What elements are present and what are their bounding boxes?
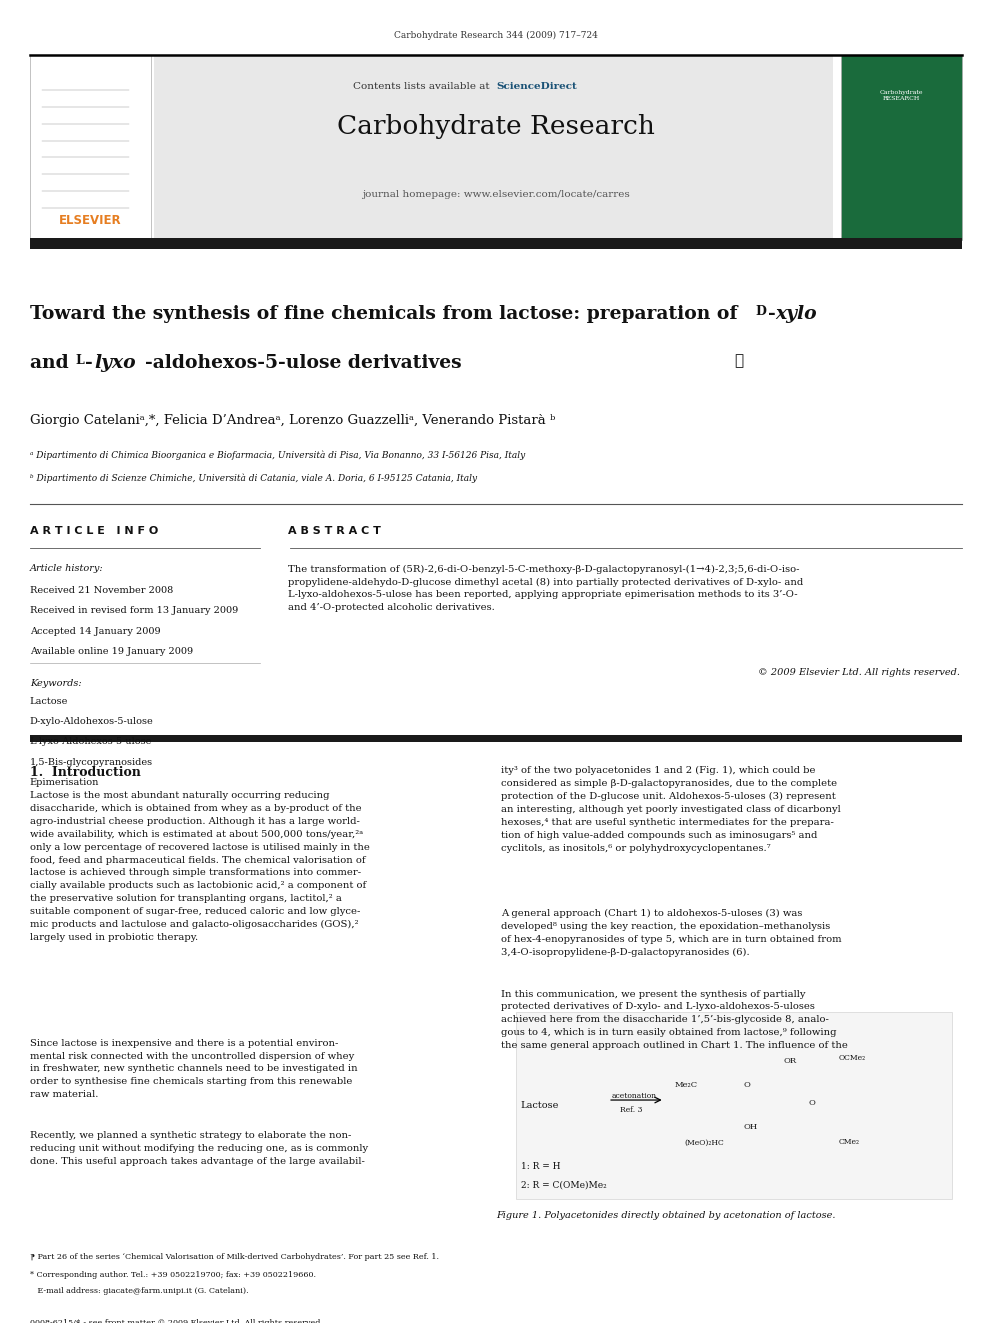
Text: Available online 19 January 2009: Available online 19 January 2009 xyxy=(30,647,192,656)
Bar xyxy=(841,56,962,241)
Text: O: O xyxy=(808,1099,815,1107)
Text: 0008-6215/$ - see front matter © 2009 Elsevier Ltd. All rights reserved.: 0008-6215/$ - see front matter © 2009 El… xyxy=(30,1319,322,1323)
Text: ᵃ Dipartimento di Chimica Bioorganica e Biofarmacia, Università di Pisa, Via Bon: ᵃ Dipartimento di Chimica Bioorganica e … xyxy=(30,450,525,460)
Text: Lactose: Lactose xyxy=(521,1101,559,1110)
Text: © 2009 Elsevier Ltd. All rights reserved.: © 2009 Elsevier Ltd. All rights reserved… xyxy=(758,668,960,676)
Text: Recently, we planned a synthetic strategy to elaborate the non-
reducing unit wi: Recently, we planned a synthetic strateg… xyxy=(30,1131,368,1166)
Text: ⁋ Part 26 of the series ‘Chemical Valorisation of Milk-derived Carbohydrates’. F: ⁋ Part 26 of the series ‘Chemical Valori… xyxy=(30,1253,438,1261)
Text: Contents lists available at: Contents lists available at xyxy=(353,82,493,91)
Bar xyxy=(30,56,151,241)
Text: OR: OR xyxy=(784,1057,797,1065)
Text: -: - xyxy=(85,355,93,372)
Text: L-lyxo-Aldohexos-5-ulose: L-lyxo-Aldohexos-5-ulose xyxy=(30,737,152,746)
Text: 1,5-Bis-glycopyranosides: 1,5-Bis-glycopyranosides xyxy=(30,758,153,767)
Text: D: D xyxy=(756,306,767,318)
Text: O: O xyxy=(744,1081,751,1089)
Text: 1: R = H: 1: R = H xyxy=(521,1163,560,1171)
Text: CMe₂: CMe₂ xyxy=(838,1139,859,1147)
Text: L: L xyxy=(75,355,84,368)
Text: The transformation of (5R)-2,6-di-O-benzyl-5-C-methoxy-β-D-galactopyranosyl-(1→4: The transformation of (5R)-2,6-di-O-benz… xyxy=(288,565,803,613)
Text: Epimerisation: Epimerisation xyxy=(30,778,99,787)
Bar xyxy=(30,736,962,742)
Text: Carbohydrate Research 344 (2009) 717–724: Carbohydrate Research 344 (2009) 717–724 xyxy=(394,32,598,40)
Text: A general approach (Chart 1) to aldohexos-5-uloses (3) was
developed⁸ using the : A general approach (Chart 1) to aldohexo… xyxy=(501,909,841,957)
Text: D-xylo-Aldohexos-5-ulose: D-xylo-Aldohexos-5-ulose xyxy=(30,717,154,726)
Text: Giorgio Catelaniᵃ,*, Felicia D’Andreaᵃ, Lorenzo Guazzelliᵃ, Venerando Pistarà ᵇ: Giorgio Catelaniᵃ,*, Felicia D’Andreaᵃ, … xyxy=(30,414,556,427)
Text: Figure 1. Polyacetonides directly obtained by acetonation of lactose.: Figure 1. Polyacetonides directly obtain… xyxy=(496,1211,835,1220)
Bar xyxy=(496,1003,967,1213)
Text: xylo: xylo xyxy=(776,306,817,323)
Text: Accepted 14 January 2009: Accepted 14 January 2009 xyxy=(30,627,161,636)
Text: Lactose: Lactose xyxy=(30,696,68,705)
Text: In this communication, we present the synthesis of partially
protected derivativ: In this communication, we present the sy… xyxy=(501,990,848,1050)
Text: ity³ of the two polyacetonides 1 and 2 (Fig. 1), which could be
considered as si: ity³ of the two polyacetonides 1 and 2 (… xyxy=(501,766,840,852)
Text: 1.  Introduction: 1. Introduction xyxy=(30,766,141,779)
Text: A B S T R A C T: A B S T R A C T xyxy=(288,527,381,536)
Text: Keywords:: Keywords: xyxy=(30,679,81,688)
Text: ELSEVIER: ELSEVIER xyxy=(59,214,122,226)
Text: Toward the synthesis of fine chemicals from lactose: preparation of: Toward the synthesis of fine chemicals f… xyxy=(30,306,744,323)
Text: (MeO)₂HC: (MeO)₂HC xyxy=(684,1139,724,1147)
Text: * Corresponding author. Tel.: +39 0502219700; fax: +39 0502219660.: * Corresponding author. Tel.: +39 050221… xyxy=(30,1270,315,1278)
Bar xyxy=(516,1012,952,1199)
Text: Carbohydrate Research: Carbohydrate Research xyxy=(337,114,655,139)
Bar xyxy=(30,238,962,249)
Text: and: and xyxy=(30,355,75,372)
Text: Since lactose is inexpensive and there is a potential environ-
mental risk conne: Since lactose is inexpensive and there i… xyxy=(30,1039,357,1099)
Text: OCMe₂: OCMe₂ xyxy=(838,1054,865,1062)
Text: ☆: ☆ xyxy=(734,355,743,368)
Bar xyxy=(154,56,833,241)
Text: 2: R = C(OMe)Me₂: 2: R = C(OMe)Me₂ xyxy=(521,1180,606,1189)
Text: Article history:: Article history: xyxy=(30,565,103,573)
Text: ScienceDirect: ScienceDirect xyxy=(496,82,576,91)
Text: -aldohexos-5-ulose derivatives: -aldohexos-5-ulose derivatives xyxy=(145,355,468,372)
Text: Ref. 3: Ref. 3 xyxy=(620,1106,643,1114)
Text: Lactose is the most abundant naturally occurring reducing
disaccharide, which is: Lactose is the most abundant naturally o… xyxy=(30,791,370,942)
Text: Received in revised form 13 January 2009: Received in revised form 13 January 2009 xyxy=(30,606,238,615)
Text: acetonation: acetonation xyxy=(612,1091,657,1099)
Text: E-mail address: giacate@farm.unipi.it (G. Catelani).: E-mail address: giacate@farm.unipi.it (G… xyxy=(30,1287,248,1295)
Text: lyxo: lyxo xyxy=(94,355,136,372)
Text: OH: OH xyxy=(744,1123,758,1131)
Text: Carbohydrate
RESEARCH: Carbohydrate RESEARCH xyxy=(880,90,924,101)
Text: -: - xyxy=(768,306,776,323)
Text: Me₂C: Me₂C xyxy=(675,1081,697,1089)
Text: journal homepage: www.elsevier.com/locate/carres: journal homepage: www.elsevier.com/locat… xyxy=(362,189,630,198)
Text: Received 21 November 2008: Received 21 November 2008 xyxy=(30,586,173,595)
Text: A R T I C L E   I N F O: A R T I C L E I N F O xyxy=(30,527,158,536)
Text: ᵇ Dipartimento di Scienze Chimiche, Università di Catania, viale A. Doria, 6 I-9: ᵇ Dipartimento di Scienze Chimiche, Univ… xyxy=(30,474,477,483)
